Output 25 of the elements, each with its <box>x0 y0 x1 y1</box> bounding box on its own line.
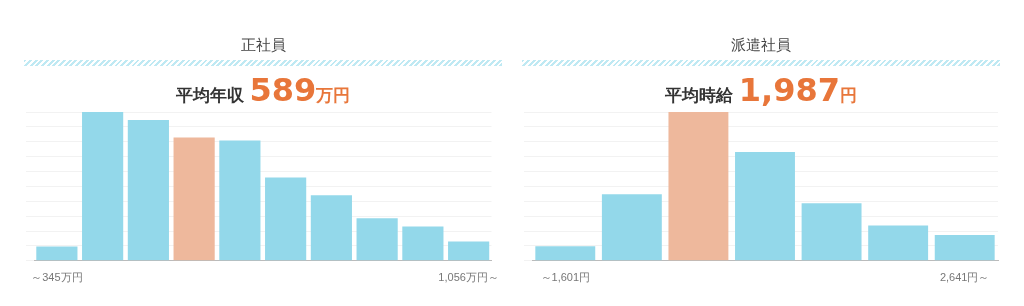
x-tick-label: 2,641円～ <box>939 271 990 284</box>
bar <box>934 235 995 261</box>
bar <box>173 137 215 261</box>
x-tick-label: ～345万円 <box>31 271 83 284</box>
bar <box>356 218 398 261</box>
bar <box>265 177 307 261</box>
bar <box>310 195 352 261</box>
bar <box>868 225 929 261</box>
bar <box>219 140 261 261</box>
x-tick-label: ～1,601円 <box>540 271 591 284</box>
bar <box>82 112 124 261</box>
chart-title: 正社員 <box>239 35 287 56</box>
bar <box>448 241 490 261</box>
chart-subtitle: 平均時給 1,987円 <box>664 71 858 109</box>
bar <box>36 246 78 261</box>
chart-title: 派遣社員 <box>730 35 792 56</box>
bar <box>127 120 169 261</box>
chart-subtitle: 平均年収 589万円 <box>175 71 351 109</box>
bar <box>601 194 662 261</box>
bar <box>668 112 729 261</box>
x-tick-label: 1,056万円～ <box>438 271 499 284</box>
bar <box>535 246 596 261</box>
bar <box>735 151 795 261</box>
bar <box>402 226 444 261</box>
bar <box>801 203 862 261</box>
